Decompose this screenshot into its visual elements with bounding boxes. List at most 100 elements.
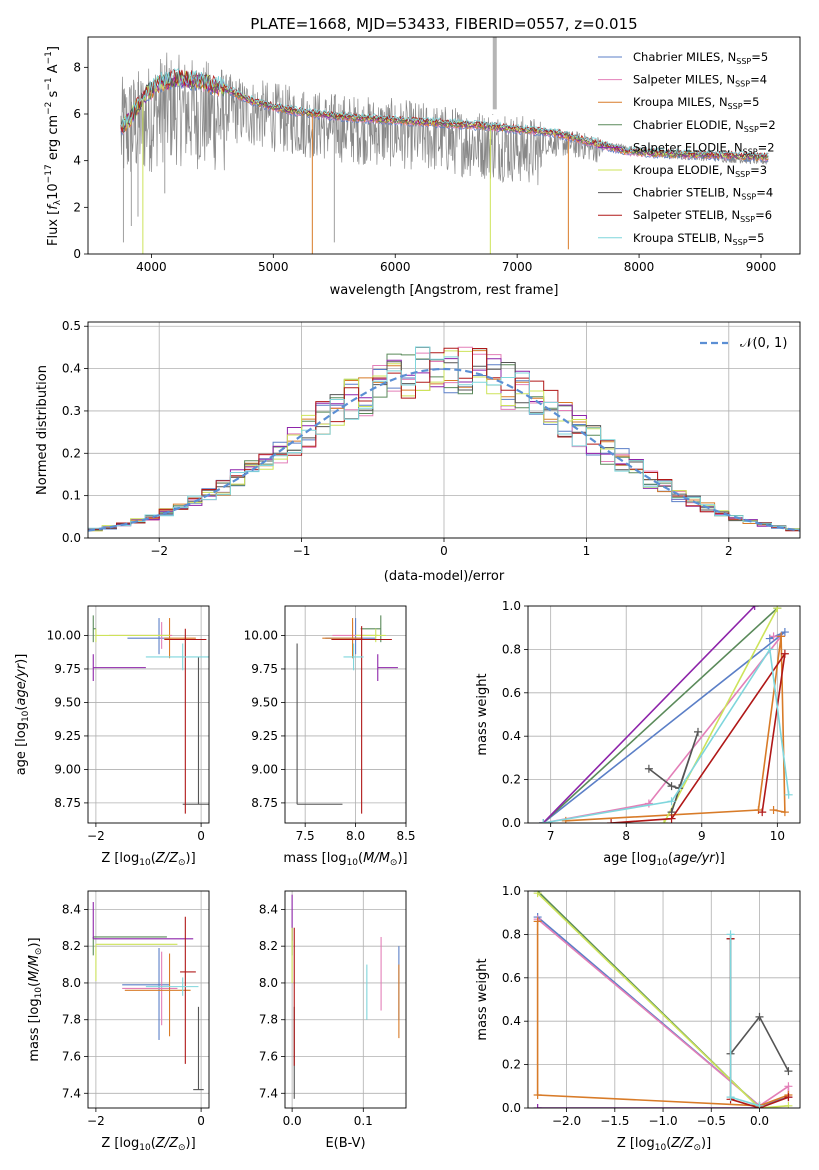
chart-residuals: −2 −1 0 1 2 0.0 0.1 0.2 0.3 0.4 0.5 𝒩(0, 1) (data-mo… bbox=[35, 319, 801, 584]
y-tick-label: 7.8 bbox=[259, 1013, 278, 1027]
legend-entry: 𝒩(0, 1) bbox=[740, 336, 787, 351]
plot-area-mass_weight_vs_Z bbox=[533, 891, 793, 1108]
weight-marker bbox=[780, 808, 789, 817]
y-tick-label: 9.75 bbox=[54, 662, 81, 676]
y-tick-label: 0.4 bbox=[502, 1014, 521, 1028]
weight-line-kroupa-stelib bbox=[729, 934, 760, 1107]
y-tick-label: 0.4 bbox=[62, 362, 81, 376]
weight-marker bbox=[533, 917, 542, 926]
weight-marker bbox=[644, 799, 653, 808]
chart-spectrum: 4000 5000 6000 7000 8000 9000 0 2 4 6 8 wavelength … bbox=[44, 36, 801, 298]
legend-entry: Chabrier MILES, NSSP=5 bbox=[633, 50, 768, 66]
weight-marker bbox=[667, 797, 676, 806]
weight-line-kroupa-stelib bbox=[542, 647, 790, 823]
chart-age_vs_Z: −2 0 8.75 9.00 9.25 9.50 9.75 10.00 Z [log10(Z/Z… bbox=[14, 605, 210, 868]
weight-marker bbox=[667, 782, 676, 791]
weight-line-kroupa-elodie bbox=[537, 892, 789, 1108]
axes-frame bbox=[284, 890, 407, 1109]
weight-marker bbox=[694, 727, 702, 736]
y-tick-label: 10.00 bbox=[47, 628, 81, 642]
y-tick-label: 8.2 bbox=[62, 939, 81, 953]
x-tick-label: −2 bbox=[87, 1114, 105, 1128]
weight-marker bbox=[533, 1104, 542, 1108]
weight-marker bbox=[754, 805, 763, 814]
weight-marker bbox=[769, 805, 778, 814]
x-tick-label: 6000 bbox=[380, 260, 411, 274]
y-tick-label: 9.50 bbox=[251, 695, 278, 709]
y-tick-label: 0.8 bbox=[502, 927, 521, 941]
histogram-salpeter-stelib bbox=[88, 347, 800, 532]
y-tick-label: 9.75 bbox=[251, 662, 278, 676]
y-tick-label: 0.2 bbox=[62, 446, 81, 460]
axes-frame bbox=[87, 36, 801, 255]
weight-marker bbox=[561, 816, 570, 823]
x-tick-label: 7000 bbox=[502, 260, 533, 274]
weight-marker bbox=[780, 649, 789, 658]
weight-marker bbox=[533, 1090, 542, 1099]
plot-area-spectrum bbox=[120, 37, 769, 254]
weight-line-kroupa-miles bbox=[536, 921, 789, 1107]
y-tick-label: 7.6 bbox=[259, 1050, 278, 1064]
y-tick-label: 1.0 bbox=[502, 884, 521, 898]
y-tick-label: 8.75 bbox=[251, 796, 278, 810]
emission-feature bbox=[492, 37, 497, 110]
legend-entry: Chabrier STELIB, NSSP=4 bbox=[633, 186, 773, 202]
x-axis-label: wavelength [Angstrom, rest frame] bbox=[330, 283, 559, 298]
y-tick-label: 7.4 bbox=[259, 1086, 278, 1100]
x-tick-label: 8.0 bbox=[346, 829, 365, 843]
y-tick-label: 7.4 bbox=[62, 1086, 81, 1100]
weight-marker bbox=[750, 606, 759, 610]
weight-marker bbox=[726, 1093, 735, 1102]
x-tick-label: 9000 bbox=[746, 260, 777, 274]
y-axis-label: mass weight bbox=[475, 958, 490, 1040]
plot-area-mass_weight_vs_age bbox=[539, 606, 793, 823]
legend-entry: Kroupa MILES, NSSP=5 bbox=[633, 95, 759, 111]
x-axis-label: E(B-V) bbox=[325, 1136, 365, 1151]
x-tick-label: 2 bbox=[725, 544, 733, 558]
x-tick-label: 0.1 bbox=[354, 1114, 373, 1128]
x-tick-label: −1 bbox=[293, 544, 311, 558]
x-axis-label: mass [log10(M/M⊙)] bbox=[283, 851, 407, 868]
model-spectrum-kroupa-stelib bbox=[120, 67, 769, 157]
weight-marker bbox=[784, 1101, 793, 1108]
legend-entry: Kroupa ELODIE, NSSP=3 bbox=[633, 163, 767, 179]
y-tick-label: 9.50 bbox=[54, 695, 81, 709]
histogram-kroupa-stelib bbox=[88, 346, 800, 530]
y-tick-label: 0.1 bbox=[62, 489, 81, 503]
x-axis-label: Z [log10(Z/Z⊙)] bbox=[101, 851, 195, 868]
normal-reference-curve bbox=[88, 367, 800, 532]
chart-mass_vs_ebv: 0.0 0.1 7.4 7.6 7.8 8.0 8.2 8.4 E(B-V) bbox=[259, 890, 407, 1151]
y-tick-label: 0.0 bbox=[502, 1101, 521, 1115]
y-tick-label: 0.2 bbox=[502, 773, 521, 787]
weight-line-chabrier-elodie bbox=[542, 607, 778, 823]
weight-marker bbox=[758, 808, 767, 817]
weight-marker bbox=[780, 628, 789, 637]
y-tick-label: 9.00 bbox=[54, 762, 81, 776]
y-tick-label: 8.0 bbox=[259, 976, 278, 990]
y-axis-label: Normed distribution bbox=[35, 365, 50, 495]
legend-entry: Salpeter MILES, NSSP=4 bbox=[633, 73, 767, 89]
y-tick-label: 8.4 bbox=[259, 902, 278, 916]
y-tick-label: 0.4 bbox=[502, 729, 521, 743]
x-tick-label: 8.5 bbox=[396, 829, 415, 843]
y-tick-label: 0.0 bbox=[62, 531, 81, 545]
x-tick-label: −1.5 bbox=[600, 1114, 629, 1128]
weight-marker bbox=[607, 819, 616, 823]
y-tick-label: 9.25 bbox=[251, 729, 278, 743]
x-axis-label: Z [log10(Z/Z⊙)] bbox=[101, 1136, 195, 1153]
weight-marker bbox=[644, 764, 653, 773]
plot-area-age_vs_Z bbox=[92, 615, 209, 814]
x-tick-label: 1 bbox=[583, 544, 591, 558]
x-tick-label: −2 bbox=[87, 829, 105, 843]
y-tick-label: 7.6 bbox=[62, 1050, 81, 1064]
weight-marker bbox=[755, 1101, 764, 1108]
y-tick-label: 0.0 bbox=[502, 816, 521, 830]
x-tick-label: −2 bbox=[150, 544, 168, 558]
y-axis-label: Flux [fλ10−17 erg cm−2 s−1 A−1] bbox=[44, 46, 63, 246]
x-tick-label: 8000 bbox=[624, 260, 655, 274]
weight-line-salpeter-stelib bbox=[611, 653, 786, 823]
x-axis-label: Z [log10(Z/Z⊙)] bbox=[617, 1136, 711, 1153]
y-tick-label: 8.75 bbox=[54, 796, 81, 810]
weight-marker bbox=[755, 1012, 764, 1021]
weight-marker bbox=[784, 790, 793, 799]
